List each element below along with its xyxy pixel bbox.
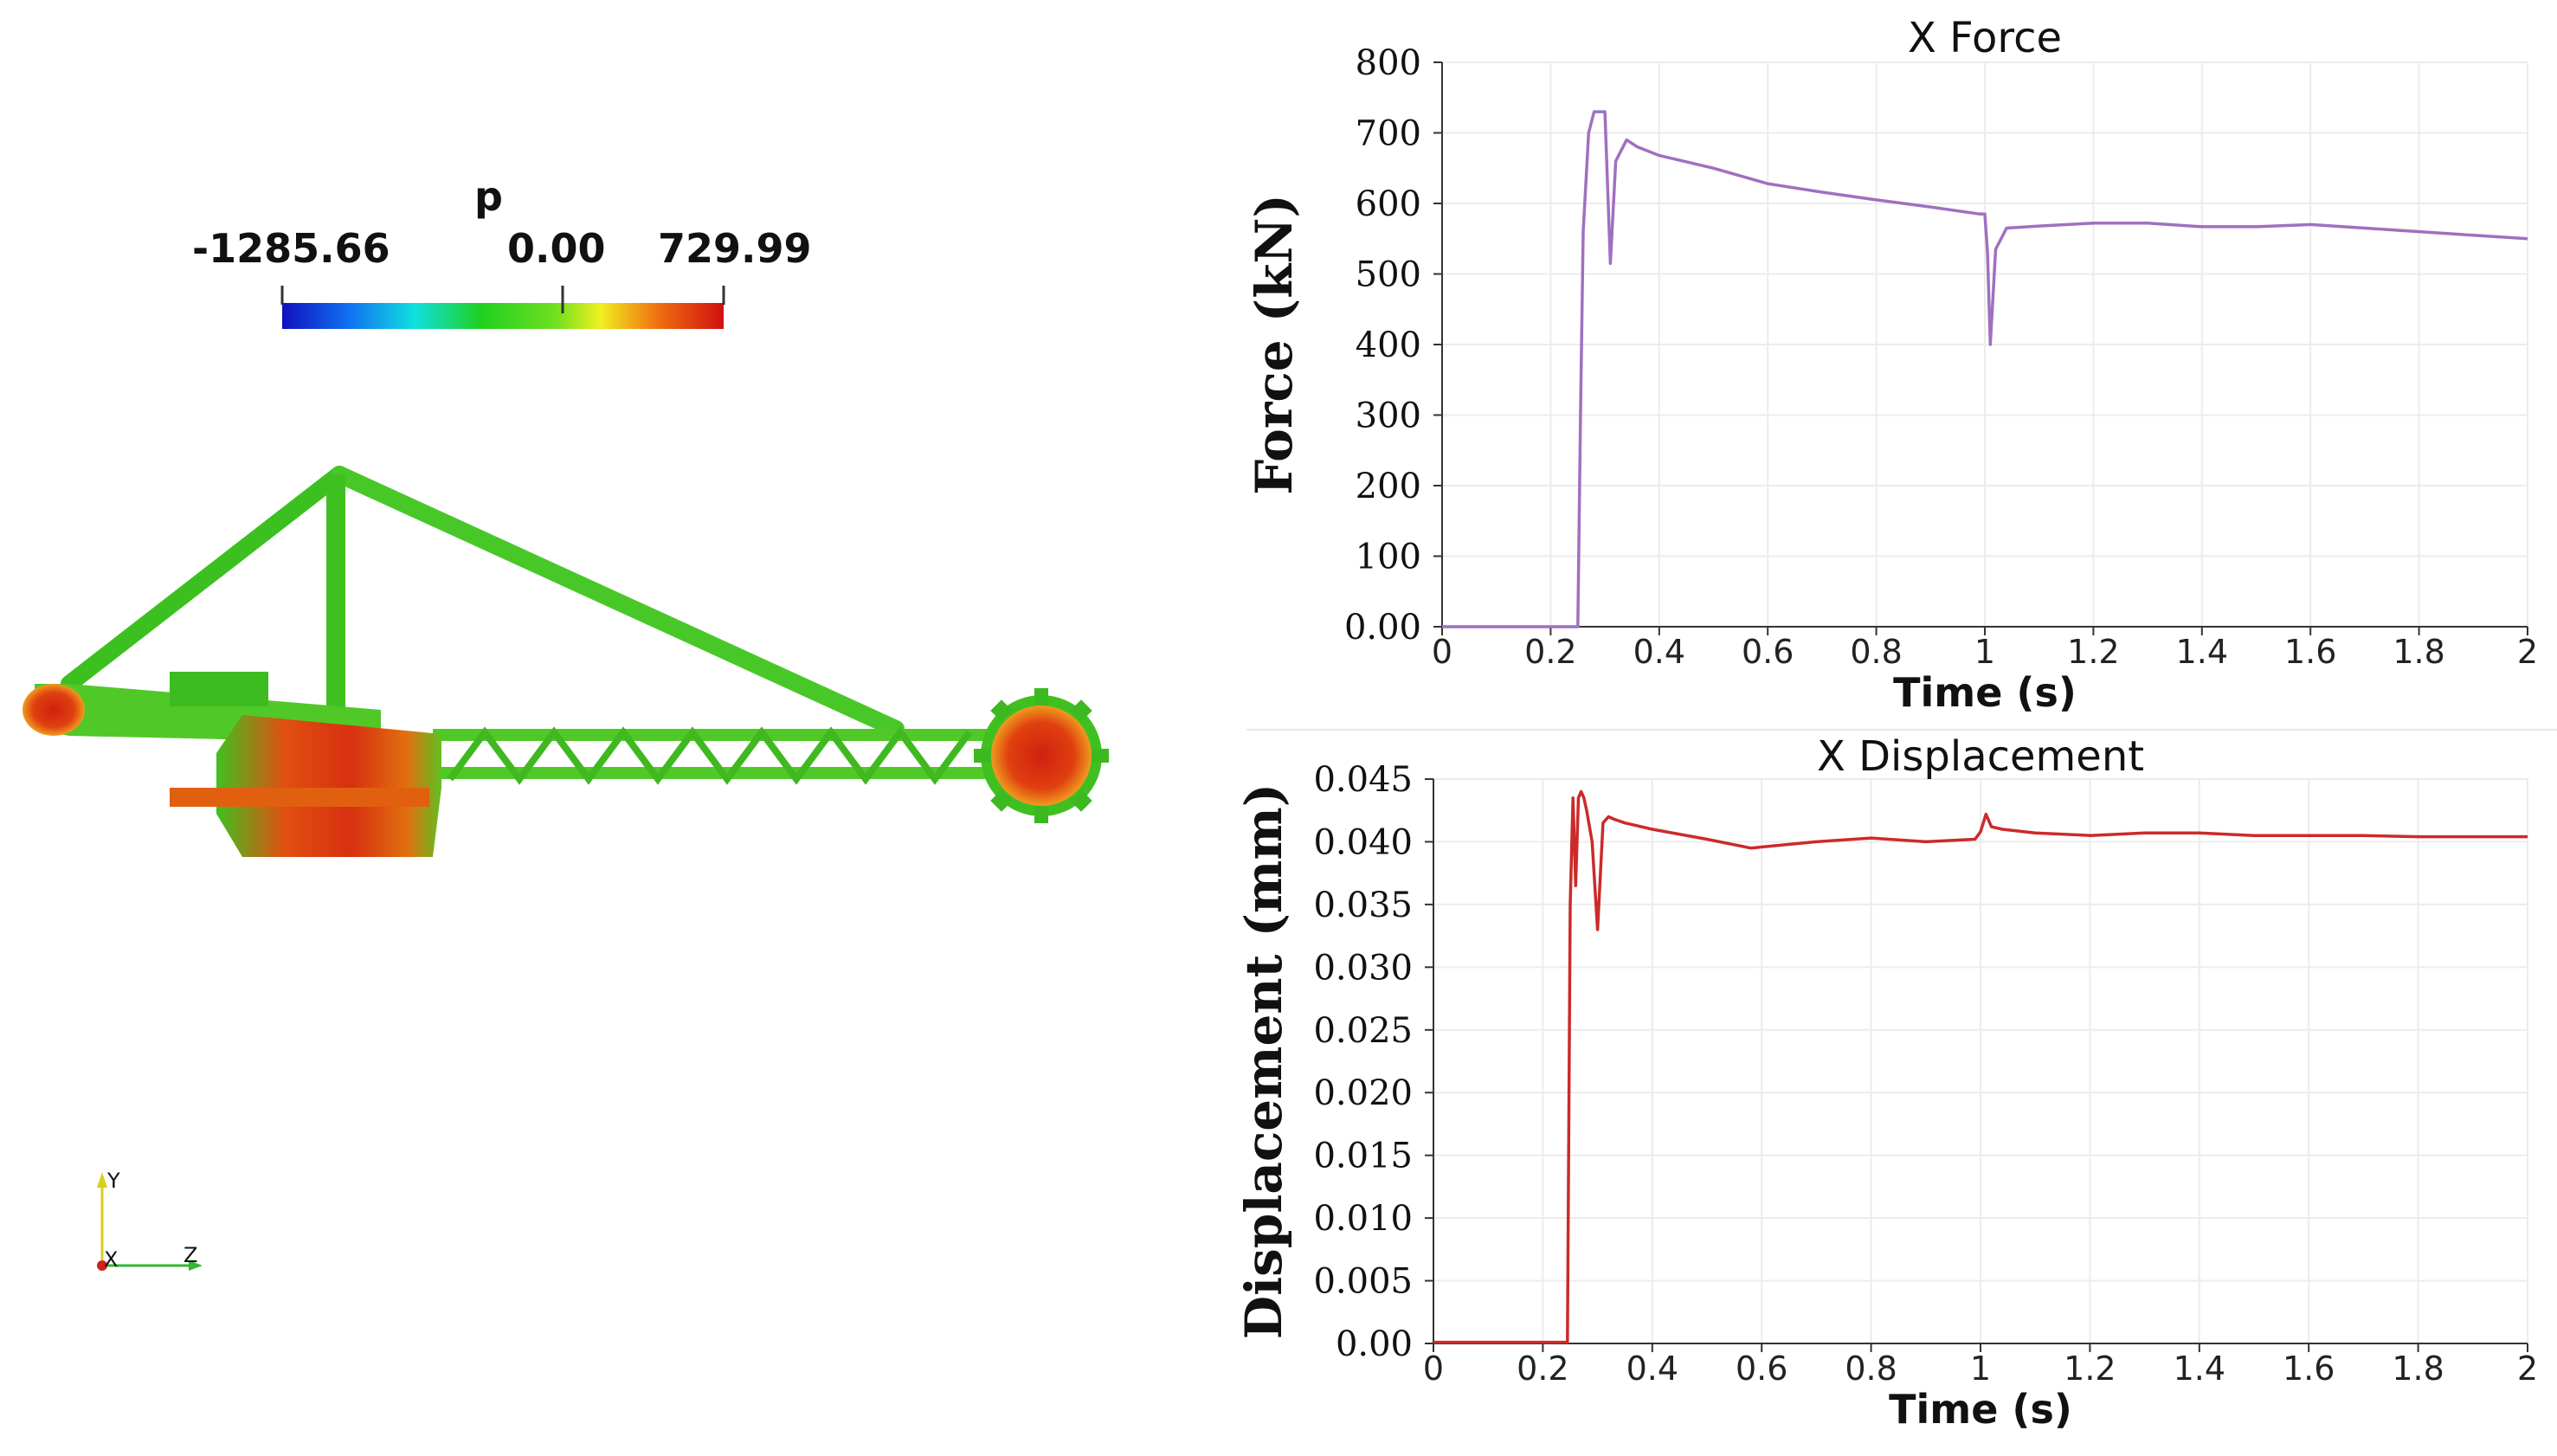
x-tick-label: 1.4 (2176, 633, 2228, 671)
y-tick-label: 0.015 (1313, 1137, 1413, 1176)
colorbar-mid-label: 0.00 (507, 225, 606, 272)
colorbar-max-label: 729.99 (658, 225, 812, 272)
y-tick-label: 0.020 (1313, 1073, 1413, 1113)
simulation-canvas: Y X Z (23, 286, 1109, 1272)
x-tick-label: 2 (2517, 1350, 2538, 1388)
y-tick-label: 200 (1356, 467, 1421, 506)
displacement-chart: 0 0.2 0.4 0.6 0.8 1 1.2 1.4 1.6 1.8 2 0.00 0.005 0.01… (1238, 732, 2538, 1433)
y-tick-label: 0.035 (1313, 886, 1413, 925)
x-tick-label: 1 (1974, 633, 1995, 671)
x-tick-label: 1.6 (2283, 1350, 2335, 1388)
x-axis-label: Time (s) (1889, 1386, 2072, 1433)
colorbar-variable-label: p (474, 173, 503, 220)
triad-y-label: Y (106, 1169, 120, 1193)
y-tick-label: 0.005 (1313, 1262, 1413, 1302)
series-line (1433, 789, 2528, 1344)
y-tick-label: 0.030 (1313, 948, 1413, 988)
y-tick-label: 800 (1356, 43, 1421, 83)
y-tick-label: 700 (1356, 114, 1421, 154)
y-tick-label: 0.00 (1336, 1324, 1413, 1364)
axes-triad: Y X Z (97, 1169, 203, 1272)
y-tick-label: 100 (1356, 538, 1421, 577)
x-tick-label: 0 (1432, 633, 1452, 671)
x-tick-label: 0.4 (1633, 633, 1685, 671)
force-chart: 0 0.2 0.4 0.6 0.8 1 1.2 1.4 1.6 1.8 2 0.00 100 200 300… (1245, 14, 2538, 716)
y-tick-label: 400 (1356, 325, 1421, 365)
y-tick-label: 500 (1356, 255, 1421, 295)
y-axis-label: Force (kN) (1245, 194, 1304, 495)
colorbar-min-label: -1285.66 (192, 225, 390, 272)
x-tick-label: 0.8 (1850, 633, 1902, 671)
x-tick-label: 0 (1423, 1350, 1444, 1388)
x-tick-label: 2 (2517, 633, 2538, 671)
y-tick-label: 0.00 (1344, 608, 1421, 647)
triad-z-label: Z (184, 1243, 197, 1267)
simulation-view: p -1285.66 0.00 729.99 (0, 0, 1212, 1456)
x-tick-label: 1.4 (2174, 1350, 2225, 1388)
x-tick-label: 0.8 (1845, 1350, 1897, 1388)
reclaimer-model (23, 466, 1109, 857)
x-tick-label: 1 (1970, 1350, 1991, 1388)
x-tick-label: 1.2 (2064, 1350, 2116, 1388)
y-tick-label: 300 (1356, 396, 1421, 436)
charts-canvas: 0 0.2 0.4 0.6 0.8 1 1.2 1.4 1.6 1.8 2 0.00 100 200 300… (1238, 14, 2557, 1433)
y-tick-label: 0.010 (1313, 1199, 1413, 1239)
y-tick-label: 0.040 (1313, 822, 1413, 862)
y-tick-label: 0.025 (1313, 1011, 1413, 1051)
y-tick-label: 600 (1356, 184, 1421, 224)
x-tick-label: 1.8 (2392, 1350, 2444, 1388)
chart-title: X Force (1908, 14, 2062, 62)
y-axis-label: Displacement (mm) (1238, 783, 1293, 1339)
x-tick-label: 0.2 (1524, 633, 1576, 671)
triad-x-label: X (104, 1247, 118, 1272)
x-tick-label: 1.8 (2393, 633, 2444, 671)
x-tick-label: 1.2 (2067, 633, 2119, 671)
x-tick-label: 0.4 (1626, 1350, 1678, 1388)
x-tick-label: 0.6 (1742, 633, 1794, 671)
colorbar (282, 303, 724, 329)
x-tick-label: 1.6 (2284, 633, 2336, 671)
y-tick-label: 0.045 (1313, 760, 1413, 800)
chart-title: X Displacement (1817, 732, 2144, 781)
x-axis-label: Time (s) (1893, 669, 2077, 716)
charts-panel: 0 0.2 0.4 0.6 0.8 1 1.2 1.4 1.6 1.8 2 0.00 100 200 300… (1238, 0, 2557, 1456)
x-tick-label: 0.2 (1517, 1350, 1568, 1388)
series-line (1442, 110, 2528, 628)
x-tick-label: 0.6 (1736, 1350, 1787, 1388)
